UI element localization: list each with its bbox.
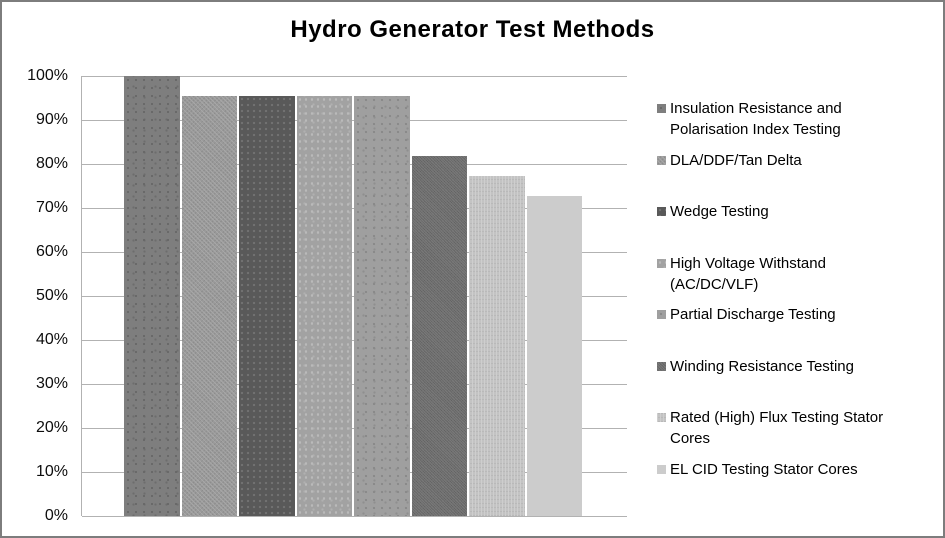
legend-label: DLA/DDF/Tan Delta [670,151,802,169]
y-tick-label: 30% [35,375,68,392]
legend-item: Insulation Resistance and Polarisation I… [657,98,842,140]
y-tick-label: 100% [27,67,68,84]
gridline [82,75,627,77]
bar [124,76,180,516]
bar [181,95,237,516]
legend-marker [657,207,666,216]
bar [296,95,352,516]
bar [469,175,525,516]
y-tick-label: 20% [35,419,68,436]
legend-item: Rated (High) Flux Testing Stator Cores [657,407,883,449]
legend-label: High Voltage Withstand (AC/DC/VLF) [670,254,826,293]
legend-item: Wedge Testing [657,201,769,222]
legend-item: Partial Discharge Testing [657,304,836,325]
y-tick-label: 80% [35,155,68,172]
legend-marker [657,258,666,268]
legend-label: Winding Resistance Testing [670,357,854,375]
y-tick-label: 60% [35,243,68,260]
chart-title: Hydro Generator Test Methods [290,16,655,43]
legend-item: Winding Resistance Testing [657,356,854,377]
legend-label: Wedge Testing [670,203,769,220]
legend-label: Insulation Resistance and Polarisation I… [670,100,842,138]
y-tick-label: 0% [44,507,68,524]
bar [239,95,295,516]
bars-host [81,76,626,516]
legend-marker [657,361,666,371]
legend-marker [657,413,666,422]
y-tick-label: 70% [35,199,68,216]
legend-label: Partial Discharge Testing [670,306,836,323]
legend: Insulation Resistance and Polarisation I… [657,2,943,536]
bar [526,196,582,516]
legend-item: EL CID Testing Stator Cores [657,459,858,480]
gridline [82,515,627,517]
legend-marker [657,464,666,474]
y-tick-label: 90% [35,111,68,128]
legend-label: EL CID Testing Stator Cores [670,460,858,478]
y-tick-label: 50% [35,287,68,304]
legend-item: High Voltage Withstand (AC/DC/VLF) [657,253,826,295]
legend-label: Rated (High) Flux Testing Stator Cores [670,409,884,447]
legend-marker [657,104,666,113]
legend-item: DLA/DDF/Tan Delta [657,150,802,171]
legend-marker [657,310,666,319]
bars [124,76,582,516]
legend-marker [657,155,666,165]
bar [354,95,410,516]
y-tick-label: 40% [35,331,68,348]
y-tick-label: 10% [35,463,68,480]
bar [411,156,467,516]
